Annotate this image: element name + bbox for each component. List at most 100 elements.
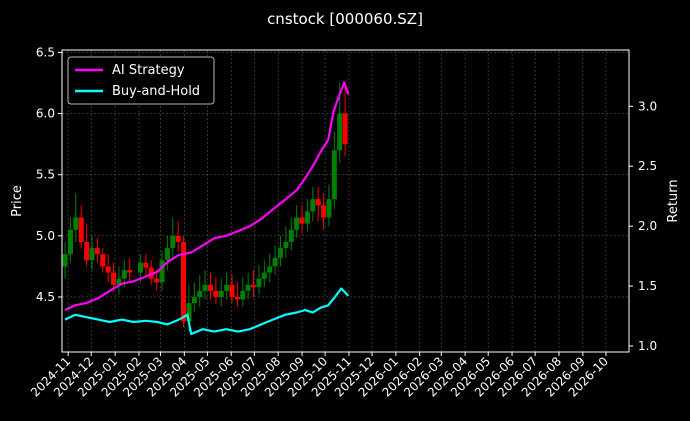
- candle-body: [294, 217, 300, 230]
- candle-body: [267, 266, 273, 273]
- candle: [283, 226, 289, 258]
- candle-body: [116, 278, 122, 285]
- candle-body: [299, 217, 305, 224]
- candle: [224, 272, 230, 300]
- candle: [175, 221, 181, 251]
- candle-body: [251, 284, 257, 288]
- y-right-tick-label: 2.5: [638, 159, 657, 173]
- candle-body: [154, 278, 160, 283]
- candle-body: [84, 241, 90, 261]
- candle-body: [121, 270, 127, 279]
- candle-body: [218, 290, 224, 297]
- candle: [143, 254, 149, 275]
- candle: [159, 250, 165, 291]
- candle-body: [78, 217, 84, 242]
- candle: [73, 193, 79, 242]
- candle-body: [67, 229, 73, 255]
- candle: [78, 205, 84, 249]
- candle: [331, 131, 337, 209]
- y-right-tick-label: 3.0: [638, 99, 657, 113]
- y-right-tick-label: 1.5: [638, 279, 657, 293]
- y-axis-left-label: Price: [10, 185, 25, 217]
- candle-body: [277, 248, 283, 258]
- candle: [191, 282, 197, 312]
- candle-body: [304, 211, 310, 224]
- candle-body: [272, 257, 278, 267]
- candle: [89, 235, 95, 271]
- candle: [294, 205, 300, 239]
- y-left-tick-label: 5.0: [36, 229, 55, 243]
- candle: [181, 235, 187, 328]
- y-axis-right-label: Return: [666, 179, 681, 222]
- candle: [67, 217, 73, 263]
- chart-title: cnstock [000060.SZ]: [267, 10, 423, 28]
- y-left-tick-label: 5.5: [36, 168, 55, 182]
- candle-body: [159, 260, 165, 283]
- candle: [256, 265, 262, 295]
- candle: [315, 186, 321, 222]
- candle-body: [100, 254, 106, 267]
- candle: [304, 199, 310, 231]
- candle-body: [207, 284, 213, 291]
- candle: [84, 223, 90, 267]
- candle-body: [224, 284, 230, 291]
- candle: [62, 241, 68, 279]
- candle-body: [315, 199, 321, 206]
- candle: [100, 248, 106, 273]
- y-axis-left: 4.5 5.0 5.5 6.0 6.5: [36, 45, 62, 304]
- series-line-ai-strategy: [64, 81, 350, 312]
- candle-body: [164, 248, 170, 261]
- candle-body: [105, 266, 111, 273]
- candle-body: [337, 113, 343, 151]
- candle: [272, 245, 278, 275]
- candle: [288, 217, 294, 251]
- legend: AI Strategy Buy-and-Hold: [67, 56, 215, 105]
- candle: [267, 254, 273, 283]
- candle: [251, 270, 257, 297]
- candle-body: [62, 254, 68, 267]
- plot-frame: [61, 49, 630, 353]
- candle-body: [234, 296, 240, 300]
- candle-body: [283, 241, 289, 249]
- candle: [299, 205, 305, 234]
- candle: [197, 274, 203, 307]
- candle-body: [191, 296, 197, 304]
- candle-body: [331, 150, 337, 200]
- candle-body: [256, 278, 262, 288]
- candle-body: [326, 199, 332, 218]
- candle: [240, 277, 246, 307]
- candle-body: [197, 290, 203, 297]
- candle: [116, 266, 122, 295]
- y-right-tick-label: 2.0: [638, 219, 657, 233]
- candle-body: [73, 217, 79, 230]
- candle-body: [89, 248, 95, 261]
- y-right-tick-label: 1.0: [638, 339, 657, 353]
- candle-body: [229, 284, 235, 297]
- y-axis-right: 1.0 1.5 2.0 2.5 3.0: [629, 99, 657, 353]
- candle: [213, 277, 219, 305]
- candle-body: [143, 262, 149, 268]
- candle-body: [94, 248, 100, 255]
- candle-body: [186, 303, 192, 322]
- candle-body: [137, 262, 143, 273]
- candle: [245, 272, 251, 300]
- candle-body: [127, 270, 133, 273]
- grid: [62, 50, 629, 352]
- candle-body: [310, 199, 316, 212]
- candle: [94, 238, 100, 263]
- candle: [105, 254, 111, 283]
- y-left-tick-label: 4.5: [36, 290, 55, 304]
- series-line-buy-and-hold: [64, 287, 349, 336]
- candle: [277, 235, 283, 267]
- legend-label-ai-strategy: AI Strategy: [112, 63, 185, 78]
- legend-box: [67, 56, 215, 105]
- candle: [321, 193, 327, 230]
- candle-body: [170, 235, 176, 249]
- candle: [342, 83, 348, 157]
- candle-body: [261, 272, 267, 279]
- candle-body: [245, 284, 251, 291]
- candle: [310, 186, 316, 222]
- candle-body: [111, 272, 117, 285]
- candle-body: [213, 290, 219, 297]
